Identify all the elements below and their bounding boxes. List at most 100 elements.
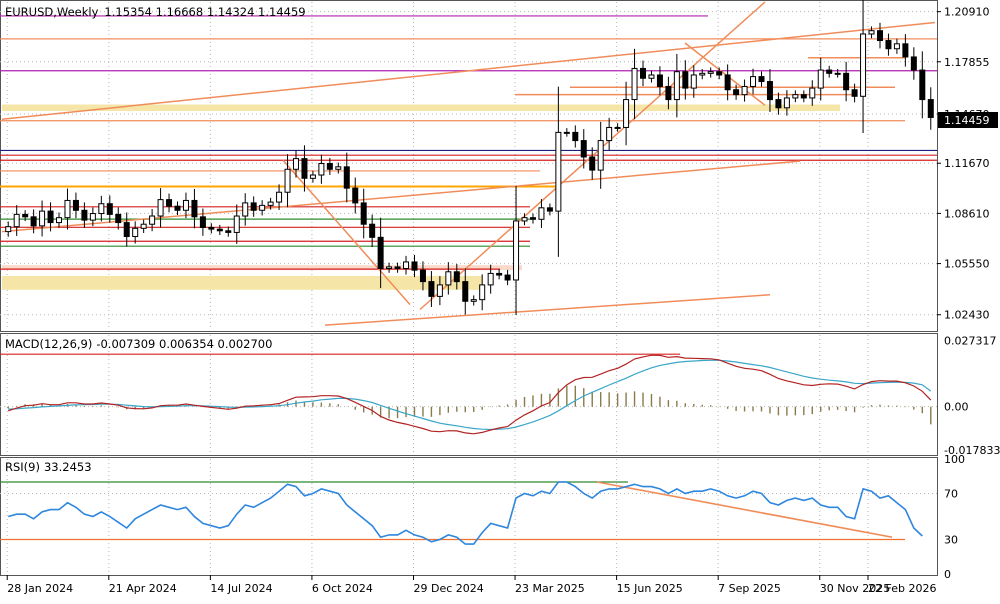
- candle-down: [123, 222, 130, 238]
- x-tick-label: 15 Jun 2025: [617, 582, 683, 595]
- rsi-panel-title: RSI(9) 33.2453: [5, 460, 92, 474]
- candle-up: [5, 226, 12, 233]
- gridlines: [0, 2, 937, 574]
- candle-down: [301, 158, 308, 179]
- candle-down: [453, 271, 460, 283]
- candle-down: [529, 217, 536, 220]
- rsi-tick-label: 30: [944, 534, 958, 547]
- candle-up: [335, 166, 342, 170]
- candle-up: [631, 67, 638, 101]
- candle-up: [563, 131, 570, 134]
- candle-down: [411, 261, 418, 271]
- candle-up: [64, 199, 71, 219]
- candle-up: [276, 191, 283, 203]
- x-tick-label: 23 Mar 2025: [515, 582, 585, 595]
- candle-up: [521, 217, 528, 222]
- x-axis-labels: 28 Jan 2024 21 Apr 2024 14 Jul 2024 6 Oct 2…: [6, 575, 936, 595]
- candle-up: [309, 174, 316, 179]
- candle-up: [318, 163, 325, 176]
- support-zone-low: [2, 275, 482, 290]
- rsi-trendline: [596, 481, 893, 538]
- candle-up: [648, 74, 655, 79]
- rsi-line: [7, 481, 923, 545]
- candle-up: [157, 199, 164, 217]
- price-panel-title: EURUSD,Weekly 1.15354 1.16668 1.14324 1.1…: [5, 5, 306, 19]
- rsi-tick-label: 70: [944, 488, 958, 501]
- candle-up: [673, 71, 680, 101]
- x-tick-label: 14 Jul 2024: [210, 582, 272, 595]
- candle-up: [479, 284, 486, 301]
- rsi-value: 33.2453: [44, 460, 92, 474]
- candle-up: [132, 227, 139, 238]
- candle-up: [149, 215, 156, 225]
- macd-tick-label: 0.00: [944, 401, 969, 414]
- rsi-title: RSI(9): [5, 460, 40, 474]
- trendline-rising-channel-top: [1, 21, 936, 121]
- price-tick-label: 1.20910: [944, 6, 990, 19]
- candle-up: [233, 215, 240, 233]
- candle-up: [623, 99, 630, 128]
- candle-down: [394, 266, 401, 269]
- candle-up: [893, 43, 900, 50]
- candle-down: [826, 69, 833, 74]
- candle-up: [707, 71, 714, 74]
- price-tick-label: 1.17855: [944, 56, 990, 69]
- candle-down: [733, 89, 740, 96]
- candle-down: [369, 223, 376, 238]
- candle-down: [589, 156, 596, 171]
- macd-panel: [0, 333, 938, 456]
- candle-down: [343, 166, 350, 189]
- price-tick-label: 1.08610: [944, 207, 990, 220]
- macd-tick-label: -0.017833: [944, 444, 1000, 457]
- macd-panel-title: MACD(12,26,9) -0.007309 0.006354 0.002700: [5, 337, 272, 351]
- x-tick-label: 29 Dec 2024: [413, 582, 483, 595]
- candle-down: [22, 213, 29, 218]
- candle-down: [199, 216, 206, 228]
- candle-down: [724, 74, 731, 91]
- candle-up: [140, 223, 147, 229]
- x-tick-label: 28 Jan 2024: [7, 582, 73, 595]
- candle-up: [597, 140, 604, 171]
- candle-down: [716, 71, 723, 76]
- candle-down: [72, 199, 79, 211]
- candle-down: [927, 99, 934, 118]
- candle-down: [250, 202, 257, 211]
- candle-up: [436, 284, 443, 297]
- macd-series: [0, 353, 932, 435]
- candle-up: [445, 271, 452, 286]
- candle-down: [106, 203, 113, 215]
- candle-down: [377, 236, 384, 269]
- candle-up: [513, 220, 520, 281]
- candle-up: [868, 30, 875, 35]
- x-tick-label: 7 Sep 2025: [718, 582, 781, 595]
- candle-down: [428, 281, 435, 297]
- candle-down: [115, 213, 122, 224]
- candle-up: [783, 97, 790, 109]
- candle-down: [656, 74, 663, 87]
- candle-down: [572, 131, 579, 142]
- candle-up: [89, 213, 96, 221]
- x-tick-label: 6 Oct 2024: [312, 582, 373, 595]
- resistance-zone: [2, 104, 840, 112]
- candle-down: [419, 269, 426, 283]
- candle-down: [360, 202, 367, 225]
- candle-up: [817, 69, 824, 89]
- candle-down: [462, 281, 469, 302]
- candle-down: [885, 40, 892, 50]
- candle-down: [504, 274, 511, 281]
- candle-up: [809, 87, 816, 99]
- candle-up: [487, 272, 494, 286]
- candle-down: [876, 30, 883, 42]
- candle-down: [682, 71, 689, 89]
- x-tick-label: 21 Apr 2024: [109, 582, 177, 595]
- macd-signal-line: [8, 359, 932, 431]
- candle-up: [403, 261, 410, 270]
- candle-down: [758, 76, 765, 83]
- rsi-series: [0, 481, 923, 545]
- candle-up: [292, 158, 299, 170]
- macd-values: -0.007309 0.006354 0.002700: [96, 337, 272, 351]
- candle-up: [538, 207, 545, 220]
- candle-up: [606, 126, 613, 142]
- candle-up: [470, 299, 477, 302]
- current-price-label: 1.14459: [944, 114, 990, 127]
